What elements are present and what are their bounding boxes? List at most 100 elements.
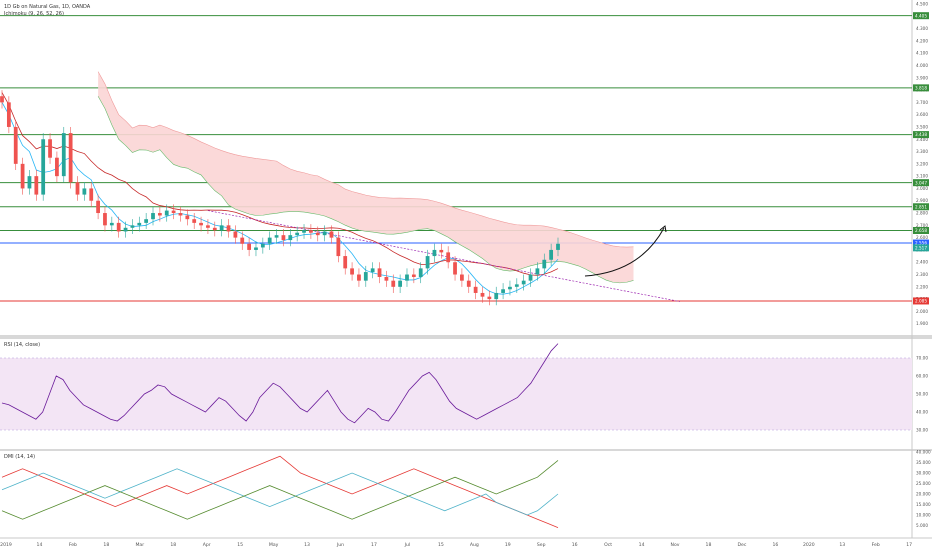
- y-tick-label: 3.400: [916, 137, 928, 142]
- y-tick-label: 1.900: [916, 321, 928, 326]
- dmi-y-tick: 15.000: [916, 502, 931, 507]
- candle-body: [425, 256, 430, 269]
- dmi-series-line: [1, 468, 559, 516]
- rsi-title: RSI (14, close): [4, 342, 41, 348]
- candle-body: [151, 213, 155, 220]
- y-tick-label: 2.200: [916, 284, 928, 289]
- candle-body: [185, 215, 190, 220]
- candle-body: [6, 102, 11, 127]
- y-tick-label: 2.000: [916, 309, 928, 314]
- x-tick-label: 16: [572, 542, 578, 548]
- y-tick-label: 4.500: [916, 2, 928, 7]
- candle-body: [281, 235, 286, 241]
- ichimoku-span-b: [97, 71, 634, 248]
- candle-body: [418, 268, 423, 277]
- candle-body: [178, 213, 183, 216]
- candle-body: [542, 259, 547, 269]
- dmi-y-tick: 30.000: [916, 471, 931, 476]
- candle-body: [315, 232, 320, 236]
- x-tick-label: Apr: [203, 542, 211, 548]
- candle-body: [322, 231, 327, 236]
- candle-body: [144, 219, 149, 223]
- candle-body: [233, 231, 238, 238]
- x-tick-label: 17: [906, 542, 912, 548]
- rsi-y-tick: 40.00: [916, 410, 928, 415]
- dmi-series-line: [1, 460, 559, 520]
- y-tick-label: 4.100: [916, 51, 928, 56]
- candle-body: [68, 133, 73, 183]
- candle-body: [123, 227, 128, 232]
- level-tag-label: 3.438: [915, 132, 927, 137]
- candle-body: [20, 163, 25, 189]
- y-tick-label: 2.400: [916, 260, 928, 265]
- x-tick-label: 2019: [0, 542, 12, 548]
- candle-body: [288, 235, 293, 241]
- y-tick-label: 2.800: [916, 211, 928, 216]
- candle-body: [75, 182, 80, 195]
- candle-body: [219, 225, 224, 231]
- ichimoku-cloud: [98, 71, 634, 283]
- y-tick-label: 3.500: [916, 124, 928, 129]
- candle-body: [535, 268, 540, 275]
- level-tag: [913, 297, 929, 305]
- level-tag: [913, 226, 929, 234]
- candle-body: [82, 188, 87, 195]
- candle-body: [309, 230, 313, 233]
- x-tick-label: 16: [772, 542, 778, 548]
- ichimoku-base-line: [1, 92, 559, 276]
- x-tick-label: May: [269, 542, 279, 548]
- x-tick-label: 18: [170, 542, 176, 548]
- candle-body: [212, 227, 217, 231]
- dmi-y-tick: 10.000: [916, 513, 931, 518]
- candle-body: [157, 213, 162, 216]
- candle-body: [549, 249, 554, 260]
- x-tick-label: Aug: [470, 542, 479, 548]
- candle-body: [556, 243, 560, 250]
- candle-body: [34, 176, 39, 195]
- level-tag: [913, 131, 929, 139]
- x-tick-label: 17: [371, 542, 377, 548]
- candle-body: [302, 230, 306, 233]
- candle-body: [116, 222, 121, 232]
- candle-body: [466, 280, 471, 287]
- x-tick-label: Oct: [604, 542, 612, 548]
- x-tick-label: 19: [505, 542, 511, 548]
- candle-body: [260, 243, 265, 248]
- dmi-y-tick: 20.000: [916, 492, 931, 497]
- level-tag-label: 4.405: [915, 13, 927, 18]
- candle-body: [240, 237, 245, 244]
- dmi-y-tick: 5.000: [916, 523, 928, 528]
- y-tick-label: 4.000: [916, 63, 928, 68]
- trend-line: [207, 210, 681, 302]
- candle-body: [254, 247, 258, 250]
- dmi-title: DMI (14, 14): [4, 454, 36, 460]
- x-tick-label: 15: [438, 542, 444, 548]
- x-tick-label: 18: [103, 542, 109, 548]
- x-tick-label: Dec: [737, 542, 746, 548]
- candle-body: [0, 96, 4, 103]
- candle-body: [377, 268, 382, 277]
- candle-body: [528, 274, 533, 281]
- x-tick-label: Feb: [872, 542, 880, 548]
- y-tick-label: 3.000: [916, 186, 928, 191]
- candle-body: [494, 292, 499, 300]
- x-tick-label: 14: [37, 542, 43, 548]
- level-tag-label: 2.085: [915, 299, 927, 304]
- candle-body: [487, 296, 492, 300]
- rsi-band: [0, 358, 912, 430]
- candle-body: [391, 280, 396, 287]
- candle-body: [109, 222, 114, 226]
- level-tag: [913, 179, 929, 187]
- dmi-series-line: [1, 455, 559, 528]
- candle-body: [164, 210, 169, 216]
- y-tick-label: 3.300: [916, 149, 928, 154]
- candle-body: [350, 268, 354, 275]
- candle-body: [206, 225, 210, 228]
- candle-body: [27, 176, 32, 189]
- y-tick-label: 4.300: [916, 26, 928, 31]
- candle-body: [48, 139, 52, 158]
- candle-body: [460, 274, 464, 281]
- candle-body: [370, 268, 375, 273]
- candle-body: [55, 157, 59, 177]
